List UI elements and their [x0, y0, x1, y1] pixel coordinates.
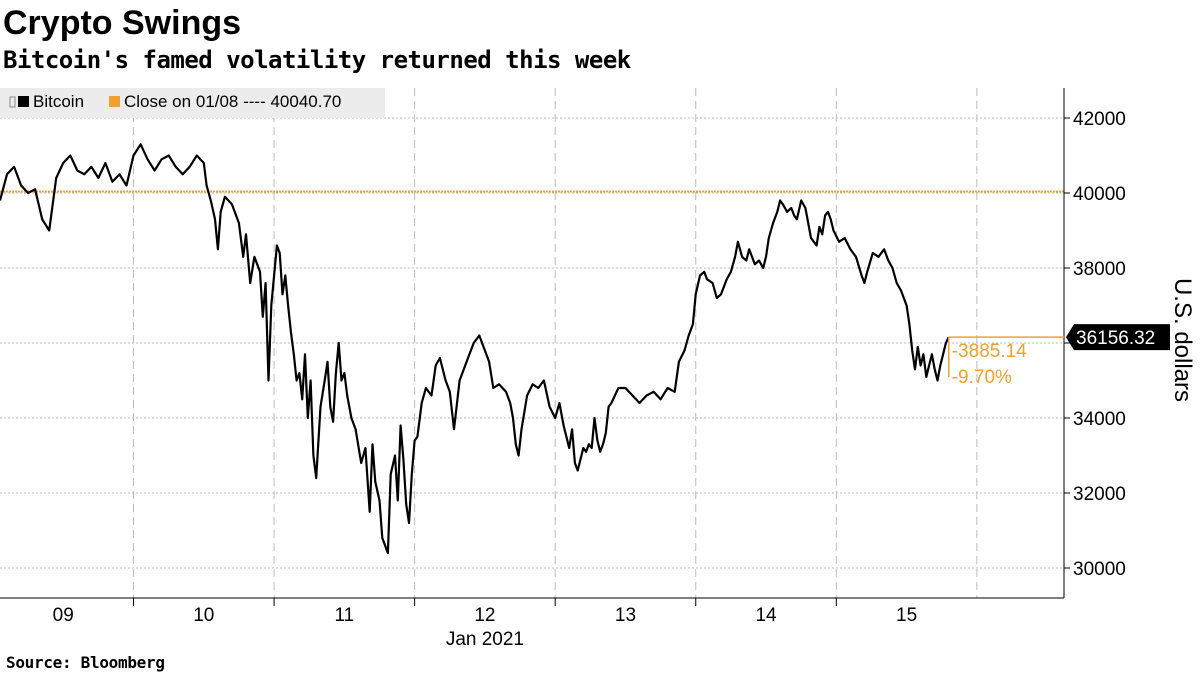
- x-tick-label: 13: [615, 605, 636, 626]
- x-tick-label: 15: [896, 605, 917, 626]
- y-tick-label: 30000: [1073, 559, 1126, 580]
- y-tick-label: 34000: [1073, 409, 1126, 430]
- legend: Bitcoin Close on 01/08 ---- 40040.70: [0, 88, 385, 118]
- legend-bitcoin-label: Bitcoin: [33, 92, 84, 111]
- x-tick-label: 09: [53, 605, 74, 626]
- x-tick-label: 10: [193, 605, 214, 626]
- x-tick-label: 14: [755, 605, 777, 626]
- series-layer: [0, 144, 949, 553]
- x-tick-label: 11: [334, 605, 354, 626]
- annotation-layer: -3885.14 -9.70% 36156.32: [949, 324, 1170, 388]
- y-tick-label: 38000: [1073, 259, 1126, 280]
- y-axis-label: U.S. dollars: [1169, 278, 1196, 402]
- change-percent-label: -9.70%: [952, 367, 1012, 388]
- y-tick-label: 40000: [1073, 184, 1126, 205]
- y-tick-label: 32000: [1073, 484, 1126, 505]
- legend-close-swatch: [109, 96, 120, 107]
- y-tick-label: 42000: [1073, 109, 1126, 130]
- bitcoin-price-line: [0, 144, 949, 553]
- legend-close-label: Close on 01/08 ---- 40040.70: [124, 92, 341, 111]
- x-axis-sublabel: Jan 2021: [446, 629, 524, 650]
- last-value-label: 36156.32: [1076, 328, 1155, 349]
- legend-bitcoin-swatch: [18, 96, 29, 107]
- change-value-label: -3885.14: [952, 341, 1027, 362]
- x-tick-label: 12: [474, 605, 495, 626]
